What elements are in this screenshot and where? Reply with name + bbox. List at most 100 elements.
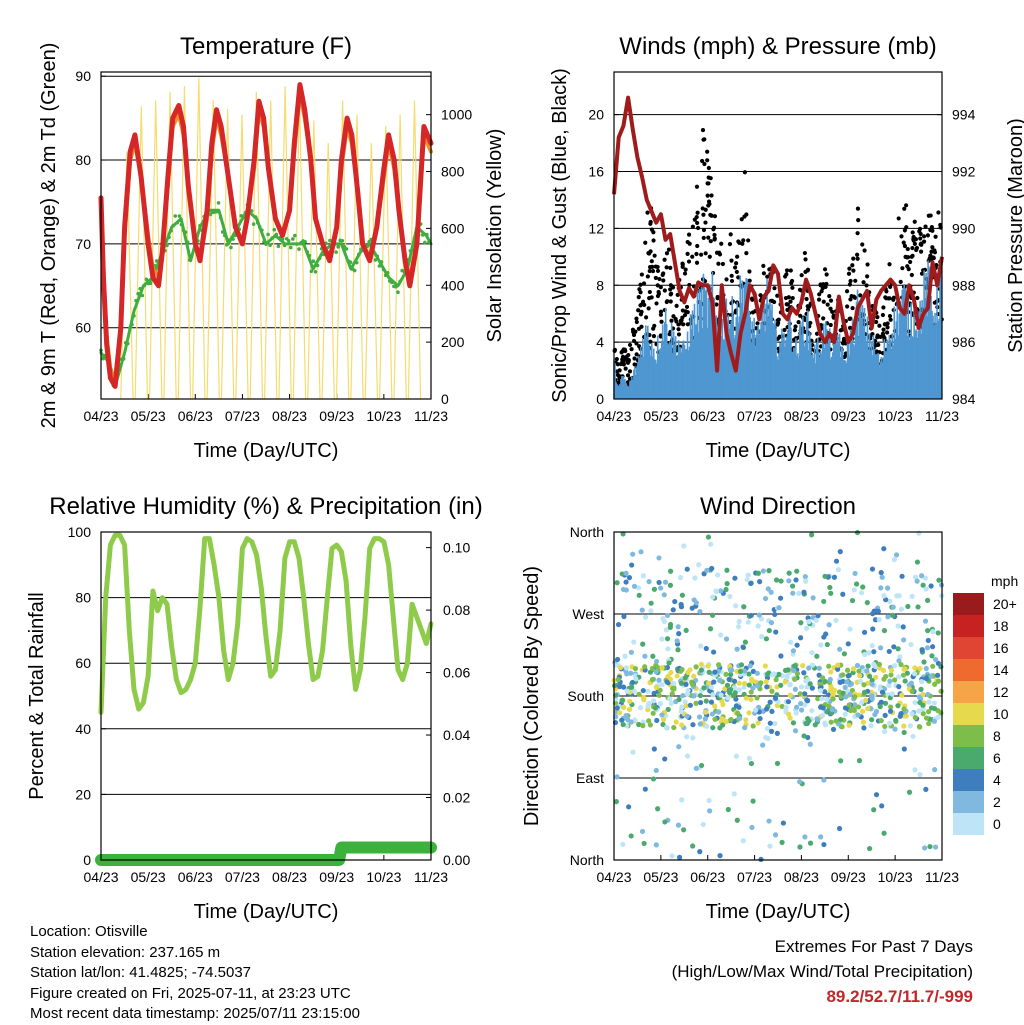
direction-point	[854, 662, 861, 669]
colorbar-label: 10	[993, 706, 1009, 722]
direction-point	[769, 708, 775, 715]
wind-direction-panel: Wind Direction Time (Day/UTC) Direction (C…	[521, 493, 959, 923]
gust-point	[636, 326, 642, 331]
y2-tick-label: 0	[441, 391, 449, 407]
direction-point	[931, 700, 937, 706]
gust-point	[790, 285, 795, 290]
direction-point	[915, 604, 921, 610]
gust-point	[875, 335, 880, 340]
direction-point	[854, 581, 860, 587]
direction-point	[708, 699, 715, 705]
gust-point	[729, 278, 735, 284]
gust-point	[887, 313, 893, 319]
dewpoint-point	[171, 223, 175, 228]
direction-point	[923, 786, 929, 792]
direction-point	[925, 637, 931, 644]
direction-point	[922, 845, 928, 851]
y-tick-label: North	[570, 852, 604, 868]
direction-point	[723, 586, 729, 593]
gust-point	[785, 302, 790, 307]
direction-point	[935, 660, 941, 666]
gust-point	[638, 303, 643, 308]
colorbar-swatch	[953, 813, 984, 835]
gust-point	[844, 289, 850, 294]
gust-point	[788, 299, 793, 304]
direction-point	[831, 687, 837, 693]
gust-point	[915, 295, 920, 301]
direction-point	[628, 670, 634, 676]
direction-point	[912, 665, 918, 671]
direction-point	[860, 719, 867, 725]
direction-point	[852, 570, 858, 577]
direction-point	[773, 677, 779, 683]
gust-point	[687, 241, 692, 246]
direction-point	[857, 673, 863, 679]
direction-point	[654, 717, 660, 724]
direction-point	[711, 679, 717, 685]
direction-point	[886, 682, 892, 689]
gust-point	[647, 289, 652, 295]
direction-point	[669, 853, 675, 859]
direction-point	[875, 608, 881, 614]
direction-point	[898, 606, 905, 612]
direction-point	[926, 699, 932, 705]
direction-point	[904, 670, 910, 676]
solar-pulse	[278, 86, 292, 400]
dewpoint-point	[274, 232, 279, 237]
direction-point	[746, 755, 753, 761]
gust-point	[845, 304, 850, 309]
gust-point	[695, 220, 700, 226]
direction-point	[683, 703, 689, 709]
direction-point	[734, 646, 740, 652]
direction-point	[774, 760, 781, 767]
direction-point	[712, 669, 718, 675]
direction-point	[896, 658, 902, 664]
gust-point	[716, 261, 721, 266]
x-tick-label: 08/23	[784, 869, 819, 885]
dewpoint-point	[297, 247, 301, 251]
gust-point	[632, 356, 637, 361]
direction-point	[656, 579, 662, 586]
dewpoint-point	[272, 227, 277, 232]
gust-point	[931, 255, 936, 260]
gust-point	[747, 269, 752, 274]
gust-point	[782, 327, 787, 333]
direction-point	[798, 700, 804, 707]
direction-point	[723, 636, 730, 642]
direction-point	[691, 693, 697, 699]
direction-point	[932, 767, 938, 773]
direction-point	[820, 675, 826, 681]
direction-point	[876, 661, 882, 667]
humidity-precip-panel: Relative Humidity (%) & Precipitation (i…	[26, 493, 483, 923]
gust-point	[639, 272, 644, 277]
direction-point	[819, 695, 825, 702]
direction-point	[858, 590, 865, 596]
dewpoint-point	[286, 238, 291, 243]
gust-point	[789, 280, 794, 286]
gust-point	[888, 284, 893, 289]
station-location: Location: Otisville	[30, 923, 148, 940]
gust-point	[796, 320, 801, 325]
direction-point	[809, 650, 815, 656]
direction-point	[923, 665, 929, 672]
y-tick-label: 20	[75, 786, 91, 802]
direction-point	[631, 639, 637, 645]
gust-point	[841, 338, 846, 343]
direction-point	[836, 825, 843, 832]
direction-points	[611, 529, 945, 862]
gust-point	[686, 259, 692, 264]
direction-point	[883, 597, 889, 603]
x-tick-label: 07/23	[737, 408, 772, 424]
direction-point	[762, 663, 768, 669]
direction-point	[912, 714, 918, 721]
y2-tick-label: 400	[441, 277, 465, 293]
direction-point	[780, 820, 787, 826]
dewpoint-point	[354, 260, 359, 265]
x-tick-label: 11/23	[925, 869, 959, 885]
direction-point	[731, 678, 738, 684]
gust-point	[786, 295, 791, 300]
gust-point	[684, 304, 690, 310]
direction-point	[835, 666, 841, 672]
gust-point	[929, 249, 934, 254]
gust-point	[860, 242, 865, 247]
